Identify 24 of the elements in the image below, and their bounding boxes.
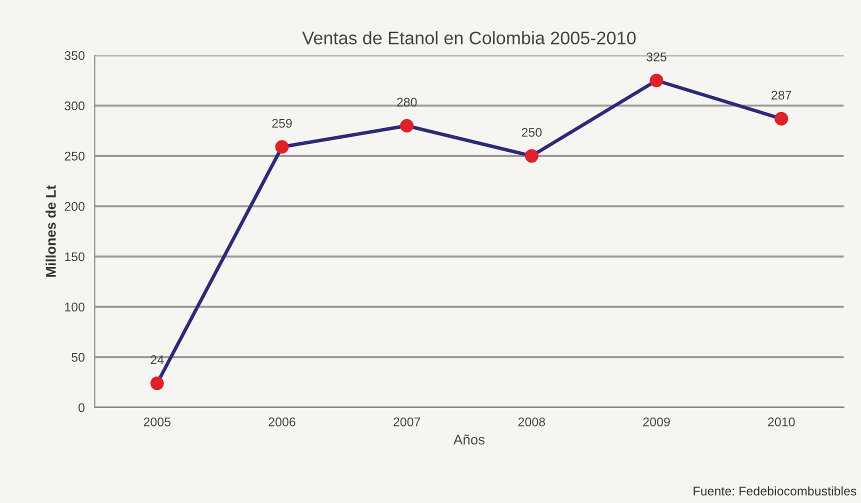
data-label: 259	[272, 118, 292, 128]
y-tick-label: 50	[72, 352, 84, 362]
y-tick-label: 300	[64, 101, 84, 110]
y-tick-label: 150	[65, 252, 84, 262]
y-tick-label: 350	[64, 51, 84, 60]
x-tick-label: 2005	[144, 417, 171, 426]
y-axis-title: Millones de Lt	[46, 185, 56, 277]
source-note: Fuente: Fedebiocombustibles	[694, 486, 856, 496]
data-label: 250	[522, 128, 542, 137]
x-tick-label: 2007	[394, 417, 420, 426]
data-label: 287	[772, 90, 792, 100]
x-tick-label: 2006	[268, 417, 296, 426]
x-tick-label: 2008	[518, 417, 546, 426]
x-tick-label: 2009	[643, 417, 670, 426]
x-axis-title: Años	[453, 434, 485, 445]
y-tick-label: 250	[64, 152, 84, 161]
data-label: 24	[150, 355, 164, 364]
y-tick-label: 200	[64, 202, 84, 211]
chart-title: Ventas de Etanol en Colombia 2005-2010	[302, 31, 636, 44]
y-tick-label: 100	[65, 302, 84, 312]
x-tick-label: 2010	[768, 417, 795, 426]
data-label: 280	[397, 98, 417, 107]
y-tick-label: 0	[78, 403, 84, 412]
data-label: 325	[646, 52, 666, 62]
